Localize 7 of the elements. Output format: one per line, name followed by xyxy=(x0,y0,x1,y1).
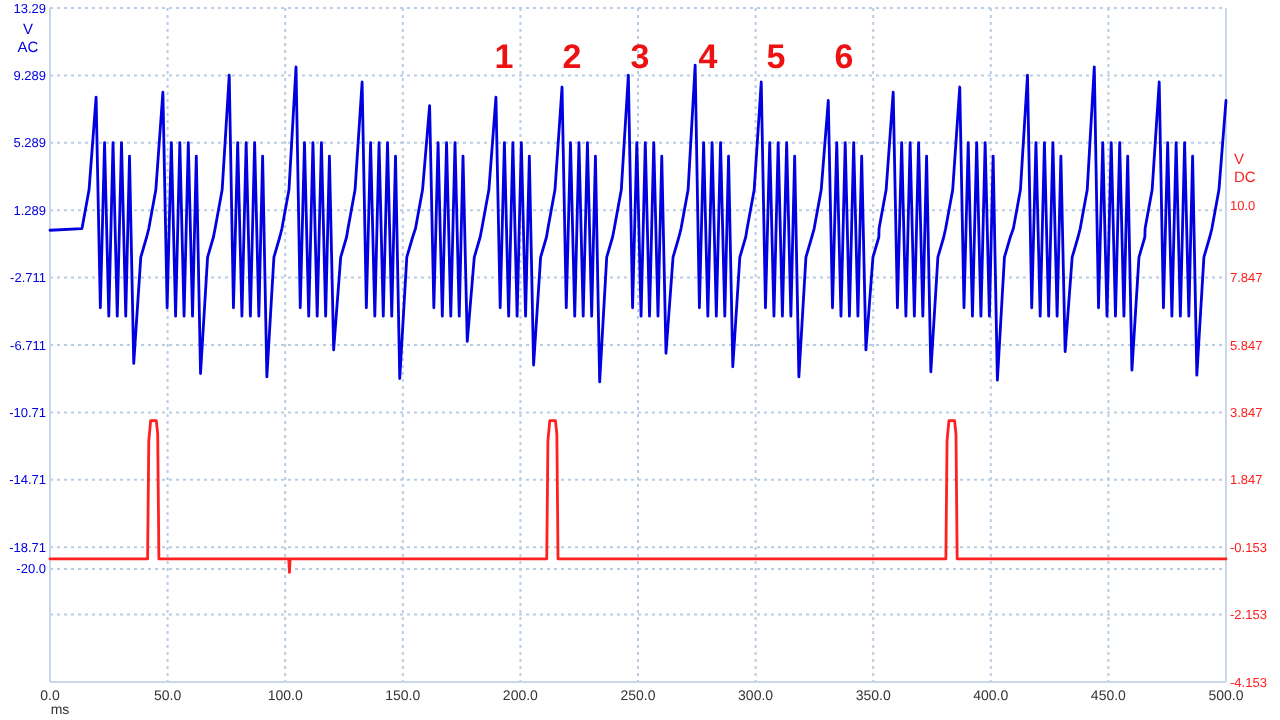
annotation: 1 xyxy=(494,38,514,76)
annotation: 6 xyxy=(834,38,854,76)
annotation: 2 xyxy=(562,38,582,76)
annotation: 4 xyxy=(698,38,719,76)
annotation: 3 xyxy=(630,38,650,76)
line-series xyxy=(48,419,1228,574)
annotation: 5 xyxy=(766,38,786,76)
